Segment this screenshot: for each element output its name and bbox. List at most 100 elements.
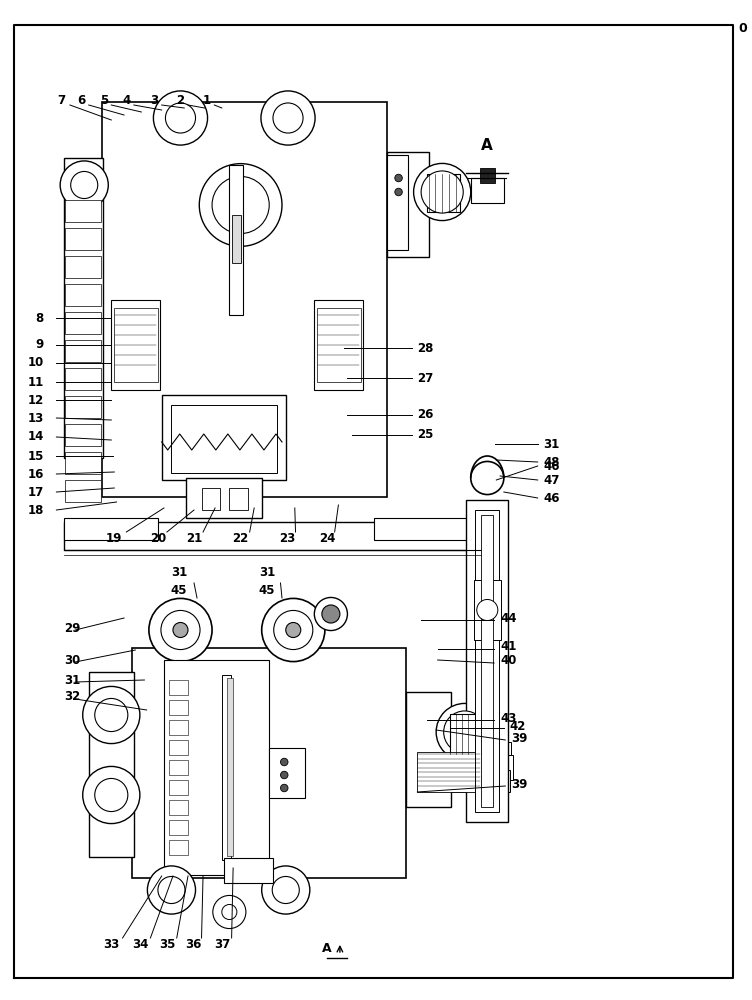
Text: 22: 22 — [232, 532, 249, 544]
Circle shape — [95, 698, 128, 732]
Circle shape — [286, 622, 301, 638]
Bar — [169, 840, 188, 855]
Bar — [64, 158, 103, 458]
Text: 32: 32 — [64, 690, 80, 704]
Circle shape — [262, 866, 310, 914]
Circle shape — [199, 164, 282, 246]
Text: 43: 43 — [500, 712, 517, 724]
Bar — [406, 692, 451, 807]
Circle shape — [280, 771, 288, 779]
Circle shape — [395, 174, 402, 182]
Text: 30: 30 — [64, 654, 80, 666]
Bar — [89, 672, 134, 857]
Text: 7: 7 — [58, 94, 65, 106]
Bar — [169, 760, 188, 775]
Bar — [65, 480, 101, 502]
Text: A: A — [481, 138, 493, 153]
Circle shape — [165, 103, 196, 133]
Bar — [451, 755, 513, 780]
Bar — [169, 700, 188, 715]
Bar — [222, 675, 231, 860]
Bar — [111, 300, 160, 390]
Bar — [450, 714, 486, 754]
Bar — [186, 478, 262, 518]
Bar — [466, 500, 508, 822]
Bar — [65, 312, 101, 334]
Bar — [227, 678, 233, 856]
Bar — [169, 780, 188, 795]
Text: 45: 45 — [171, 584, 187, 597]
Text: 31: 31 — [171, 566, 187, 580]
Text: 24: 24 — [319, 532, 335, 544]
Circle shape — [212, 176, 269, 234]
Text: 29: 29 — [64, 621, 80, 635]
Text: 40: 40 — [500, 654, 517, 666]
Bar — [427, 174, 460, 212]
Text: 2: 2 — [177, 94, 184, 106]
Circle shape — [173, 622, 188, 638]
Text: 16: 16 — [27, 468, 44, 481]
Bar — [451, 770, 510, 792]
Bar — [65, 256, 101, 278]
Bar — [417, 752, 481, 792]
Text: 45: 45 — [259, 584, 275, 597]
Circle shape — [213, 895, 246, 929]
Text: 33: 33 — [103, 938, 120, 950]
Circle shape — [149, 598, 212, 662]
Bar — [232, 215, 241, 263]
Bar — [169, 800, 188, 815]
Circle shape — [436, 703, 493, 761]
Circle shape — [477, 599, 498, 621]
Bar — [474, 580, 501, 640]
Text: 39: 39 — [511, 732, 528, 744]
Bar — [387, 155, 408, 250]
Bar — [374, 518, 489, 540]
Text: 26: 26 — [417, 408, 434, 422]
Text: 9: 9 — [35, 338, 44, 352]
Bar — [169, 820, 188, 835]
Text: 47: 47 — [543, 474, 559, 487]
Circle shape — [274, 610, 313, 650]
Circle shape — [421, 171, 463, 213]
Bar — [65, 228, 101, 250]
Circle shape — [83, 686, 140, 744]
Bar — [65, 368, 101, 390]
Circle shape — [161, 610, 200, 650]
Bar — [387, 152, 429, 257]
Circle shape — [280, 758, 288, 766]
Text: 28: 28 — [417, 342, 434, 355]
Bar — [471, 178, 504, 203]
Bar — [224, 858, 273, 883]
Circle shape — [272, 876, 299, 904]
Bar — [102, 102, 387, 497]
Text: 36: 36 — [185, 938, 202, 950]
Text: 6: 6 — [77, 94, 85, 106]
Text: 31: 31 — [64, 674, 80, 686]
Circle shape — [262, 598, 325, 662]
Bar — [132, 648, 406, 878]
Text: 14: 14 — [27, 430, 44, 444]
Text: 13: 13 — [27, 412, 44, 424]
Text: 37: 37 — [214, 938, 230, 950]
Circle shape — [95, 778, 128, 812]
Bar — [269, 748, 305, 798]
Bar — [64, 518, 158, 540]
Bar — [229, 165, 243, 315]
Bar — [481, 515, 493, 807]
Bar — [65, 200, 101, 222]
Circle shape — [153, 91, 208, 145]
Circle shape — [395, 188, 402, 196]
Text: 25: 25 — [417, 428, 434, 442]
Bar — [169, 680, 188, 695]
Circle shape — [314, 597, 347, 631]
Text: 1: 1 — [203, 94, 211, 106]
Text: 18: 18 — [27, 504, 44, 516]
Bar — [202, 488, 220, 510]
Circle shape — [71, 171, 98, 199]
Text: 12: 12 — [27, 393, 44, 406]
Bar — [480, 168, 495, 183]
Bar — [171, 405, 277, 473]
Bar — [64, 522, 489, 550]
Text: 34: 34 — [132, 938, 149, 950]
Text: 5: 5 — [100, 94, 108, 106]
